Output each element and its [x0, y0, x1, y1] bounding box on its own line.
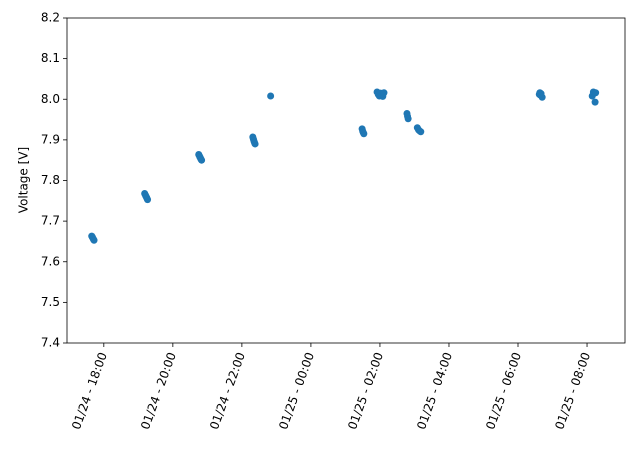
data-point	[417, 128, 425, 136]
plot-frame	[66, 17, 626, 344]
data-point	[251, 140, 259, 148]
y-tick-label: 7.7	[41, 214, 60, 228]
y-tick-label: 7.8	[41, 173, 60, 187]
data-point	[538, 93, 546, 101]
data-point	[198, 156, 206, 164]
x-tick-label: 01/24 - 18:00	[69, 350, 110, 431]
data-point	[90, 236, 98, 244]
data-point	[144, 196, 152, 204]
x-tick-label: 01/25 - 02:00	[345, 350, 386, 431]
x-tick-label: 01/25 - 00:00	[276, 350, 317, 431]
x-tick-label: 01/24 - 22:00	[207, 350, 248, 431]
data-point	[404, 115, 412, 123]
data-point	[591, 98, 599, 106]
x-tick-label: 01/25 - 04:00	[414, 350, 455, 431]
y-tick-label: 8.2	[41, 11, 60, 25]
x-tick-label: 01/24 - 20:00	[138, 350, 179, 431]
data-point	[267, 92, 275, 100]
y-tick-label: 7.4	[41, 336, 60, 350]
y-tick-label: 7.6	[41, 254, 60, 268]
data-point	[360, 130, 368, 138]
y-tick-label: 8.1	[41, 51, 60, 65]
y-tick-label: 7.5	[41, 295, 60, 309]
y-tick-label: 7.9	[41, 132, 60, 146]
y-axis-label: Voltage [V]	[17, 147, 31, 213]
data-point	[380, 89, 388, 97]
x-tick-label: 01/25 - 08:00	[552, 350, 593, 431]
y-tick-label: 8.0	[41, 92, 60, 106]
data-point	[592, 89, 600, 97]
x-tick-label: 01/25 - 06:00	[483, 350, 524, 431]
